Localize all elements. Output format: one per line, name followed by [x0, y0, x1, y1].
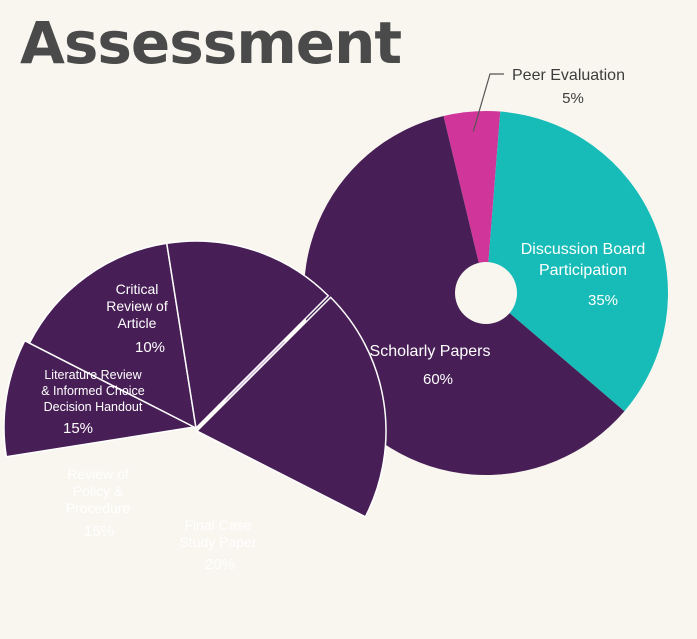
- scholarly-papers-value: 60%: [423, 371, 453, 388]
- breakdown-slice-critical-review-of-article: [3, 339, 197, 458]
- peer-evaluation-label: Peer Evaluation: [512, 67, 625, 84]
- breakdown-label-literature-review-informed-choice-decision-handout: & Informed Choice: [41, 384, 145, 398]
- breakdown-value-critical-review-of-article: 10%: [135, 339, 165, 356]
- breakdown-slice-literature-review-informed-choice-decision-handout: [28, 242, 197, 430]
- main-pie-slice-discussion-board-participation: [486, 111, 669, 412]
- breakdown-label-review-of-policy-procedure: Policy &: [73, 483, 124, 499]
- breakdown-value-literature-review-informed-choice-decision-handout: 15%: [63, 420, 93, 437]
- breakdown-label-final-case-study-paper: Final Case: [185, 517, 252, 533]
- discussion-board-label: Discussion Board: [521, 241, 646, 258]
- breakdown-label-critical-review-of-article: Critical: [116, 281, 159, 297]
- peer-evaluation-leader-line: [472, 73, 504, 132]
- breakdown-label-literature-review-informed-choice-decision-handout: Literature Review: [44, 368, 142, 382]
- breakdown-label-review-of-policy-procedure: Procedure: [66, 500, 131, 516]
- breakdown-label-critical-review-of-article: Article: [118, 315, 157, 331]
- pie-center-hole: [455, 262, 517, 324]
- breakdown-value-review-of-policy-procedure: 15%: [84, 523, 114, 540]
- discussion-board-value: 35%: [588, 292, 618, 309]
- peer-evaluation-value: 5%: [562, 90, 584, 107]
- breakdown-value-final-case-study-paper: 20%: [205, 556, 235, 573]
- breakdown-label-review-of-policy-procedure: Review of: [67, 466, 129, 482]
- page-title: Assessment: [20, 9, 402, 77]
- breakdown-label-literature-review-informed-choice-decision-handout: Decision Handout: [44, 400, 143, 414]
- breakdown-slice-final-case-study-paper: [195, 296, 387, 518]
- breakdown-label-critical-review-of-article: Review of: [106, 298, 168, 314]
- breakdown-label-final-case-study-paper: Study Paper: [179, 534, 256, 550]
- discussion-board-label: Participation: [539, 262, 627, 279]
- scholarly-papers-label: Scholarly Papers: [370, 343, 491, 360]
- main-pie-slice-peer-evaluation: [443, 111, 501, 294]
- breakdown-slice-review-of-policy-procedure: [165, 240, 330, 430]
